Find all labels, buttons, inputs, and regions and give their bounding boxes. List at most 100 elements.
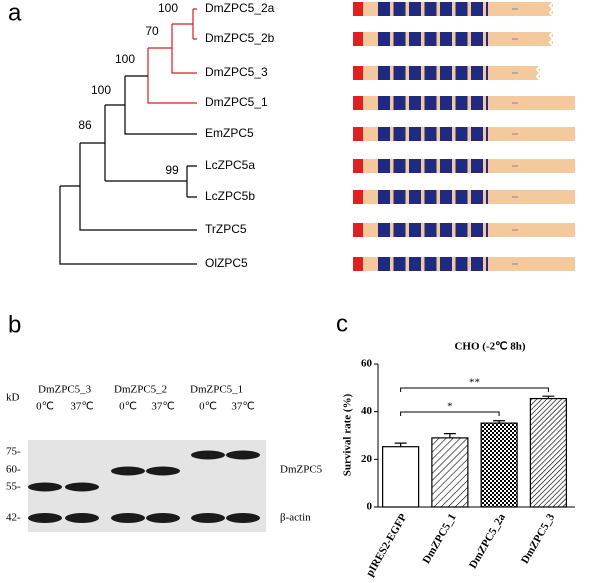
bootstrap: 99 bbox=[165, 163, 179, 177]
band bbox=[191, 513, 225, 523]
domain-exon bbox=[471, 223, 483, 237]
domain-exon bbox=[440, 2, 452, 16]
domain-exon bbox=[440, 159, 452, 173]
taxon-label: OlZPC5 bbox=[205, 256, 248, 270]
condition-label: 0℃ bbox=[199, 401, 217, 413]
domain-exon bbox=[440, 127, 452, 141]
domain-exon bbox=[424, 127, 437, 141]
domain-exon bbox=[471, 257, 483, 271]
band bbox=[111, 513, 145, 523]
domain-exon bbox=[486, 257, 488, 271]
domain-exon bbox=[378, 2, 390, 16]
domain-exon bbox=[409, 2, 421, 16]
band-label: β-actin bbox=[280, 512, 311, 524]
domain-exon bbox=[486, 223, 488, 237]
band bbox=[191, 450, 225, 460]
domain-exon bbox=[424, 223, 437, 237]
bootstrap: 100 bbox=[158, 1, 178, 15]
domain-exon bbox=[455, 32, 468, 46]
band bbox=[28, 513, 62, 523]
condition-label: 37℃ bbox=[231, 401, 254, 413]
band bbox=[65, 513, 99, 523]
domain-signal bbox=[353, 127, 363, 141]
domain-signal bbox=[353, 190, 363, 204]
band bbox=[226, 513, 260, 523]
error-bar bbox=[394, 442, 407, 447]
y-tick-label: 40 bbox=[361, 405, 373, 417]
domain-exon bbox=[424, 96, 437, 110]
domain-exon bbox=[409, 66, 421, 80]
taxon-label: LcZPC5b bbox=[205, 189, 255, 203]
x-tick-label: DmZPC5_2a bbox=[467, 511, 508, 570]
domain-exon bbox=[424, 32, 437, 46]
domain-exon bbox=[409, 257, 421, 271]
domain-exon bbox=[378, 32, 390, 46]
domain-exon bbox=[455, 257, 468, 271]
band bbox=[146, 466, 180, 476]
domain-signal bbox=[353, 257, 363, 271]
domain-exon bbox=[424, 257, 437, 271]
domain-exon bbox=[486, 2, 488, 16]
domain-exon bbox=[471, 127, 483, 141]
condition-label: 37℃ bbox=[70, 401, 93, 413]
domain-exon bbox=[393, 96, 406, 110]
domain-exon bbox=[455, 66, 468, 80]
x-tick-label: DmZPC5_3 bbox=[519, 511, 557, 566]
domain-exon bbox=[440, 32, 452, 46]
marker-label: 75- bbox=[6, 446, 21, 458]
domain-exon bbox=[440, 257, 452, 271]
domain-exon bbox=[440, 223, 452, 237]
y-tick-label: 20 bbox=[361, 453, 373, 465]
bootstrap: 100 bbox=[115, 52, 135, 66]
significance-bracket bbox=[400, 387, 549, 392]
domain-exon bbox=[378, 159, 390, 173]
error-bar bbox=[443, 432, 456, 438]
taxon-label: DmZPC5_2b bbox=[205, 31, 275, 45]
panel-label: a bbox=[8, 0, 22, 26]
bar bbox=[382, 446, 420, 508]
bootstrap: 100 bbox=[91, 83, 111, 97]
domain-exon bbox=[486, 127, 488, 141]
domain-exon bbox=[393, 2, 406, 16]
domain-exon bbox=[409, 96, 421, 110]
domain-exon bbox=[471, 66, 483, 80]
domain-exon bbox=[486, 190, 488, 204]
domain-exon bbox=[378, 223, 390, 237]
domain-exon bbox=[455, 2, 468, 16]
truncation bbox=[548, 1, 555, 17]
domain-exon bbox=[424, 159, 437, 173]
significance-label: * bbox=[447, 401, 453, 413]
domain-exon bbox=[471, 2, 483, 16]
band bbox=[65, 482, 99, 492]
band bbox=[226, 450, 260, 460]
domain-exon bbox=[378, 190, 390, 204]
domain-exon bbox=[378, 96, 390, 110]
taxon-label: DmZPC5_3 bbox=[205, 65, 268, 79]
domain-signal bbox=[353, 32, 363, 46]
domain-exon bbox=[440, 190, 452, 204]
domain-exon bbox=[471, 32, 483, 46]
domain-exon bbox=[455, 190, 468, 204]
domain-exon bbox=[378, 257, 390, 271]
y-tick-label: 60 bbox=[361, 358, 373, 370]
band bbox=[146, 513, 180, 523]
condition-label: 37℃ bbox=[151, 401, 174, 413]
bar bbox=[431, 437, 469, 508]
domain-exon bbox=[409, 223, 421, 237]
domain-signal bbox=[353, 2, 363, 16]
domain-exon bbox=[424, 190, 437, 204]
domain-exon bbox=[486, 66, 488, 80]
domain-exon bbox=[471, 96, 483, 110]
band bbox=[111, 466, 145, 476]
taxon-label: EmZPC5 bbox=[205, 126, 254, 140]
group-label: DmZPC5_3 bbox=[38, 384, 92, 396]
domain-signal bbox=[353, 66, 363, 80]
marker-label: 60- bbox=[6, 464, 21, 476]
significance-bracket bbox=[400, 411, 500, 416]
marker-label: 42- bbox=[6, 512, 21, 524]
error-bar bbox=[542, 395, 555, 399]
domain-exon bbox=[393, 223, 406, 237]
y-axis-label: Survival rate (%) bbox=[342, 393, 354, 476]
x-tick-label: DmZPC5_1 bbox=[420, 512, 458, 566]
